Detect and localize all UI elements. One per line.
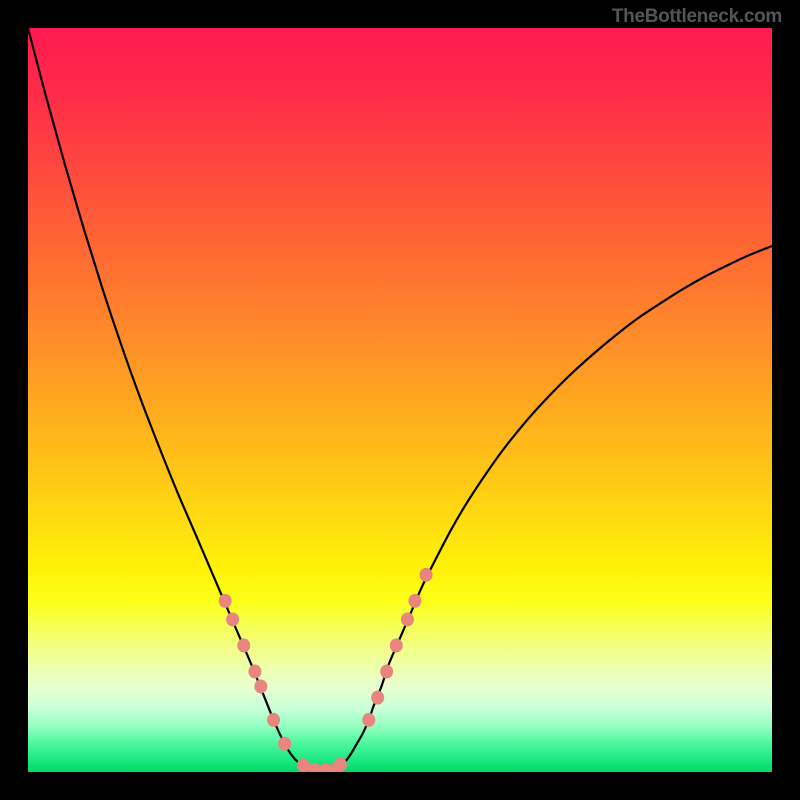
marker-dot xyxy=(401,612,414,626)
gradient-background xyxy=(28,28,772,772)
marker-dot xyxy=(371,691,384,705)
marker-dot xyxy=(380,665,393,679)
marker-dot xyxy=(267,713,280,727)
marker-dot xyxy=(362,713,375,727)
marker-dot xyxy=(219,594,232,608)
marker-dot xyxy=(278,737,291,751)
marker-dot xyxy=(237,639,250,653)
marker-dot xyxy=(297,758,310,772)
marker-dot xyxy=(248,665,261,679)
marker-dot xyxy=(420,568,433,582)
marker-dot xyxy=(226,612,239,626)
bottleneck-curve-chart xyxy=(28,28,772,772)
marker-dot xyxy=(254,679,267,693)
marker-dot xyxy=(334,758,347,772)
marker-dot xyxy=(408,594,421,608)
marker-dot xyxy=(390,639,403,653)
watermark-text: TheBottleneck.com xyxy=(612,6,782,28)
